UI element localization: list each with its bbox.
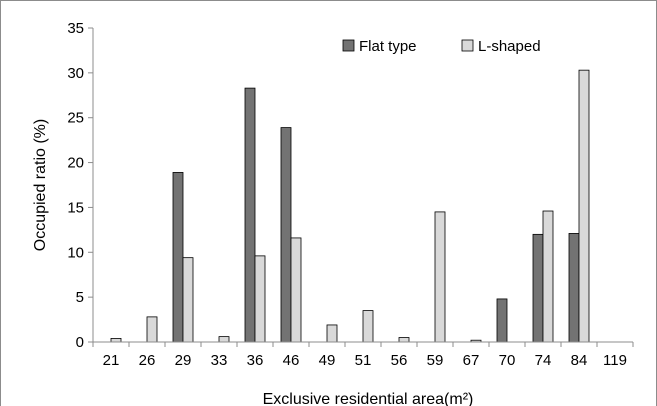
x-tick-label: 67: [463, 352, 480, 369]
y-axis: 0 5 10 15 20 25 30 35: [67, 20, 93, 351]
bar-l-shaped-49: [326, 324, 338, 343]
y-tick-label: 5: [76, 289, 84, 306]
x-tick-label: 46: [283, 352, 300, 369]
x-tick-label: 33: [211, 352, 228, 369]
bar-flat-type-36: [244, 87, 256, 343]
y-axis-title: Occupied ratio (%): [32, 119, 49, 252]
bar-l-shaped-74: [542, 210, 554, 343]
bar-flat-type-70: [496, 298, 508, 343]
x-tick-label: 56: [391, 352, 408, 369]
bar-l-shaped-51: [362, 310, 374, 343]
x-axis: 21 26 29 33 36 46 49 51 56 59 67 70 74 84 119: [92, 342, 634, 369]
bar-l-shaped-56: [398, 337, 410, 343]
x-tick-label: 74: [535, 352, 552, 369]
legend: Flat type L-shaped: [342, 38, 541, 55]
bar-l-shaped-33: [218, 336, 230, 343]
bar-l-shaped-84: [578, 69, 590, 343]
y-tick-label: 15: [67, 199, 84, 216]
bar-flat-type-46: [280, 127, 292, 343]
bar-l-shaped-29: [182, 257, 194, 343]
y-tick-label: 20: [67, 155, 84, 172]
y-tick-label: 10: [67, 244, 84, 261]
y-tick-label: 25: [67, 110, 84, 127]
bar-flat-type-29: [172, 172, 184, 343]
bar-l-shaped-26: [146, 316, 158, 343]
x-axis-title: Exclusive residential area(m²): [263, 391, 474, 406]
bar-l-shaped-36: [254, 255, 266, 343]
y-tick-label: 35: [67, 20, 84, 37]
y-tick-label: 30: [67, 65, 84, 82]
x-tick-label: 59: [427, 352, 444, 369]
bar-flat-type-74: [532, 233, 544, 343]
legend-label-l-shaped: L-shaped: [478, 38, 541, 55]
legend-swatch-flat-type: [342, 39, 355, 52]
x-tick-label: 84: [571, 352, 588, 369]
bar-l-shaped-59: [434, 211, 446, 343]
bar-flat-type-84: [568, 233, 580, 343]
x-tick-label: 21: [103, 352, 120, 369]
x-tick-label: 51: [355, 352, 372, 369]
legend-label-flat-type: Flat type: [359, 38, 417, 55]
x-tick-label: 119: [603, 352, 627, 369]
x-tick-label: 70: [499, 352, 516, 369]
x-tick-label: 49: [319, 352, 336, 369]
legend-swatch-l-shaped: [461, 39, 474, 52]
bar-l-shaped-46: [290, 237, 302, 343]
x-tick-label: 29: [175, 352, 192, 369]
y-tick-label: 0: [76, 334, 84, 351]
x-tick-label: 36: [247, 352, 264, 369]
x-tick-label: 26: [139, 352, 156, 369]
bar-l-shaped-21: [110, 338, 122, 343]
